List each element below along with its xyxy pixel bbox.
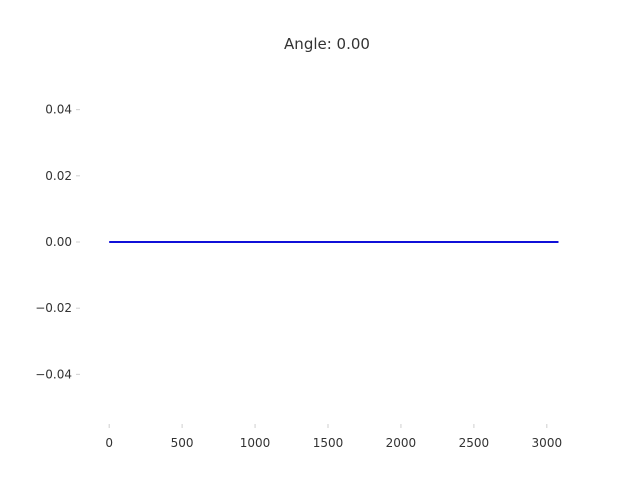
y-axis: 0.04 0.02 0.00 −0.02 −0.04 (35, 103, 80, 381)
x-tick-label: 0 (105, 436, 113, 450)
x-tick-label: 1000 (240, 436, 271, 450)
y-tick-label: 0.00 (45, 235, 72, 249)
x-tick-label: 2000 (386, 436, 417, 450)
x-tick-label: 1500 (313, 436, 344, 450)
y-tick-label: 0.02 (45, 169, 72, 183)
y-tick-label: −0.02 (35, 301, 72, 315)
y-tick-label: 0.04 (45, 103, 72, 117)
x-tick-label: 3000 (532, 436, 563, 450)
chart-title: Angle: 0.00 (284, 35, 370, 53)
x-axis: 0 500 1000 1500 2000 2500 3000 (105, 424, 562, 450)
x-tick-label: 2500 (459, 436, 490, 450)
y-tick-label: −0.04 (35, 367, 72, 381)
x-tick-label: 500 (171, 436, 194, 450)
